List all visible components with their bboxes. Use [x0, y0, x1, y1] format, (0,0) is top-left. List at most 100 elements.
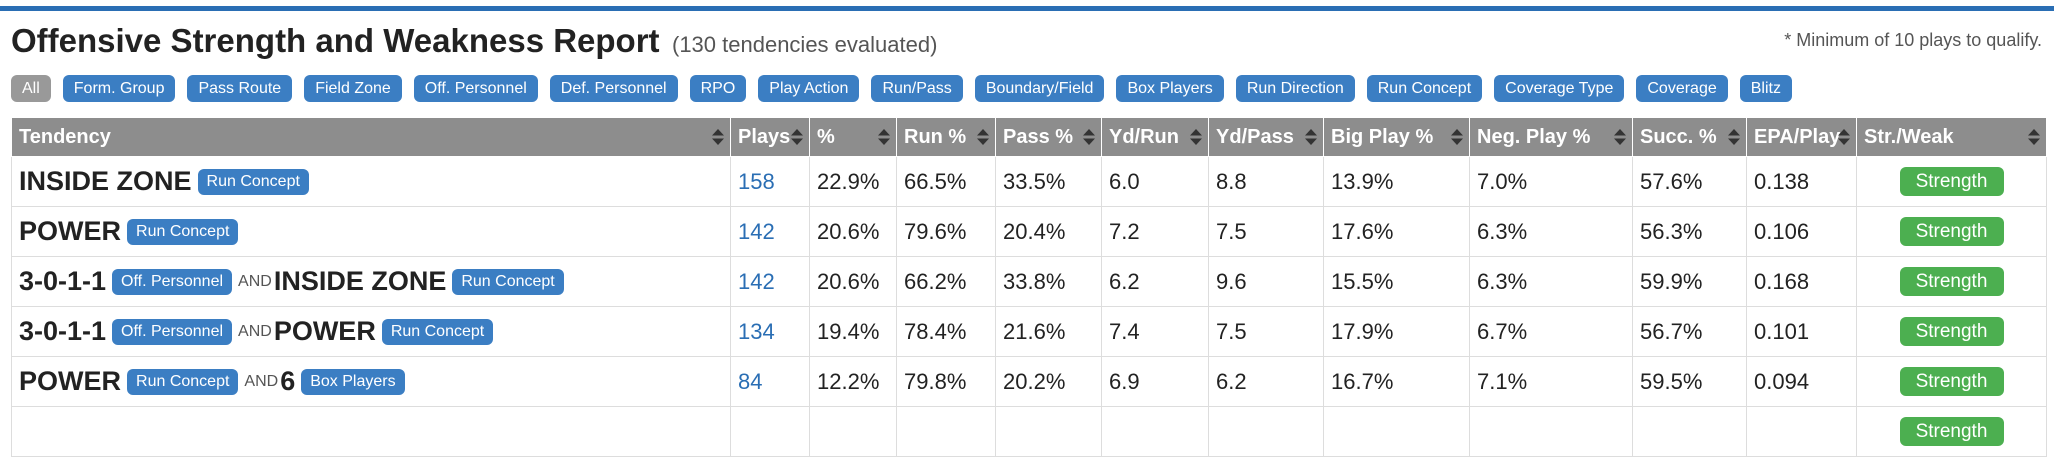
sort-arrows-icon[interactable] [1728, 129, 1740, 145]
tendency-category-tag[interactable]: Off. Personnel [112, 318, 233, 345]
column-header-label: Yd/Pass [1216, 125, 1294, 148]
neg-play-pct-cell: 6.3% [1469, 206, 1633, 257]
sort-arrows-icon[interactable] [977, 129, 989, 145]
column-header-run[interactable]: Run % [896, 118, 996, 157]
neg-play-pct-cell: 7.0% [1469, 156, 1633, 207]
success-pct-cell: 57.6% [1632, 156, 1747, 207]
tendency-category-tag[interactable]: Run Concept [452, 268, 564, 295]
big-play-pct-cell: 13.9% [1323, 156, 1470, 207]
big-play-pct-cell: 16.7% [1323, 356, 1470, 407]
strength-weakness-cell: Strength [1856, 306, 2047, 357]
success-pct-cell: 59.5% [1632, 356, 1747, 407]
column-header-neg-play[interactable]: Neg. Play % [1469, 118, 1633, 157]
tendency-category-tag[interactable]: Run Concept [197, 168, 309, 195]
tendency-name: POWER [19, 366, 122, 396]
plays-link[interactable]: 142 [738, 218, 775, 244]
tendency-count: (130 tendencies evaluated) [672, 32, 938, 57]
epa-per-play-cell [1746, 406, 1857, 457]
yd-per-pass-cell: 7.5 [1208, 306, 1324, 357]
filter-chip-rpo[interactable]: RPO [689, 75, 747, 102]
epa-per-play-cell: 0.168 [1746, 256, 1857, 307]
filter-chip-def-personnel[interactable]: Def. Personnel [549, 75, 678, 102]
neg-play-pct-cell: 6.7% [1469, 306, 1633, 357]
table-row: POWER Run Concept 142 20.6% 79.6% 20.4% 7.2 7.5… [11, 206, 2047, 257]
filter-chip-coverage[interactable]: Coverage [1636, 75, 1728, 102]
epa-per-play-cell: 0.094 [1746, 356, 1857, 407]
sort-arrows-icon[interactable] [1614, 129, 1626, 145]
sort-arrows-icon[interactable] [712, 129, 724, 145]
epa-per-play-cell: 0.101 [1746, 306, 1857, 357]
sort-arrows-icon[interactable] [1305, 129, 1317, 145]
column-header-str-weak[interactable]: Str./Weak [1856, 118, 2047, 157]
tendency-category-tag[interactable]: Box Players [301, 368, 405, 395]
filter-chip-all[interactable]: All [11, 75, 51, 102]
tendency-category-tag[interactable]: Run Concept [381, 318, 494, 345]
sort-arrows-icon[interactable] [1838, 129, 1850, 145]
yd-per-pass-cell [1208, 406, 1324, 457]
epa-per-play-cell: 0.106 [1746, 206, 1857, 257]
yd-per-pass-cell: 6.2 [1208, 356, 1324, 407]
filter-chip-off-personnel[interactable]: Off. Personnel [413, 75, 538, 102]
table-row: 3-0-1-1 Off. Personnel ANDINSIDE ZONE Run C… [11, 256, 2047, 307]
filter-chip-bar: All Form. Group Pass Route Field Zone Off. P… [11, 75, 1804, 103]
plays-link[interactable]: 142 [738, 268, 775, 294]
filter-chip-blitz[interactable]: Blitz [1739, 75, 1792, 102]
plays-link[interactable]: 84 [738, 368, 763, 394]
epa-per-play-cell: 0.138 [1746, 156, 1857, 207]
filter-chip-boundary-field[interactable]: Boundary/Field [974, 75, 1105, 102]
pass-pct-cell: 20.4% [995, 206, 1102, 257]
strength-weakness-cell: Strength [1856, 206, 2047, 257]
column-header-succ[interactable]: Succ. % [1632, 118, 1747, 157]
column-header-label: % [817, 125, 835, 148]
filter-chip-run-pass[interactable]: Run/Pass [871, 75, 963, 102]
yd-per-run-cell: 7.4 [1101, 306, 1209, 357]
column-header-label: Plays [738, 125, 791, 148]
plays-link[interactable]: 134 [738, 318, 775, 344]
filter-chip-field-zone[interactable]: Field Zone [304, 75, 402, 102]
run-pct-cell [896, 406, 996, 457]
sort-arrows-icon[interactable] [791, 129, 803, 145]
filter-chip-coverage-type[interactable]: Coverage Type [1494, 75, 1625, 102]
filter-chip-pass-route[interactable]: Pass Route [187, 75, 293, 102]
pass-pct-cell: 33.8% [995, 256, 1102, 307]
sort-arrows-icon[interactable] [2028, 129, 2040, 145]
sort-arrows-icon[interactable] [878, 129, 890, 145]
filter-chip-run-concept[interactable]: Run Concept [1366, 75, 1483, 102]
run-pct-cell: 66.5% [896, 156, 996, 207]
column-header-plays[interactable]: Plays [730, 118, 810, 157]
plays-link[interactable]: 158 [738, 168, 775, 194]
tendency-name: POWER [19, 216, 122, 246]
column-header-big-play[interactable]: Big Play % [1323, 118, 1470, 157]
sort-arrows-icon[interactable] [1451, 129, 1463, 145]
column-header-epa-play[interactable]: EPA/Play [1746, 118, 1857, 157]
filter-chip-form-group[interactable]: Form. Group [62, 75, 176, 102]
tendency-category-tag[interactable]: Off. Personnel [112, 268, 233, 295]
filter-chip-box-players[interactable]: Box Players [1116, 75, 1224, 102]
tendency-cell: 3-0-1-1 Off. Personnel ANDINSIDE ZONE Run C… [11, 256, 731, 307]
column-header-label: EPA/Play [1754, 125, 1841, 148]
success-pct-cell: 56.7% [1632, 306, 1747, 357]
table-row: INSIDE ZONE Run Concept 158 22.9% 66.5% 33.5%… [11, 156, 2047, 207]
success-pct-cell [1632, 406, 1747, 457]
column-header-label: Pass % [1003, 125, 1074, 148]
yd-per-run-cell: 6.2 [1101, 256, 1209, 307]
sort-arrows-icon[interactable] [1190, 129, 1202, 145]
sort-arrows-icon[interactable] [1083, 129, 1095, 145]
tendency-name: 6 [280, 366, 296, 396]
column-header-yd-run[interactable]: Yd/Run [1101, 118, 1209, 157]
column-header-tendency[interactable]: Tendency [11, 118, 731, 157]
filter-chip-play-action[interactable]: Play Action [758, 75, 860, 102]
filter-chip-run-direction[interactable]: Run Direction [1235, 75, 1355, 102]
column-header-label: Str./Weak [1864, 125, 1954, 148]
big-play-pct-cell: 17.6% [1323, 206, 1470, 257]
yd-per-run-cell [1101, 406, 1209, 457]
tendency-category-tag[interactable]: Run Concept [127, 368, 239, 395]
column-header-label: Big Play % [1331, 125, 1434, 148]
strength-weakness-cell: Strength [1856, 356, 2047, 407]
big-play-pct-cell: 17.9% [1323, 306, 1470, 357]
column-header-yd-pass[interactable]: Yd/Pass [1208, 118, 1324, 157]
tendency-category-tag[interactable]: Run Concept [127, 218, 239, 245]
column-header-pass[interactable]: Pass % [995, 118, 1102, 157]
yd-per-run-cell: 7.2 [1101, 206, 1209, 257]
column-header-pct[interactable]: % [809, 118, 897, 157]
